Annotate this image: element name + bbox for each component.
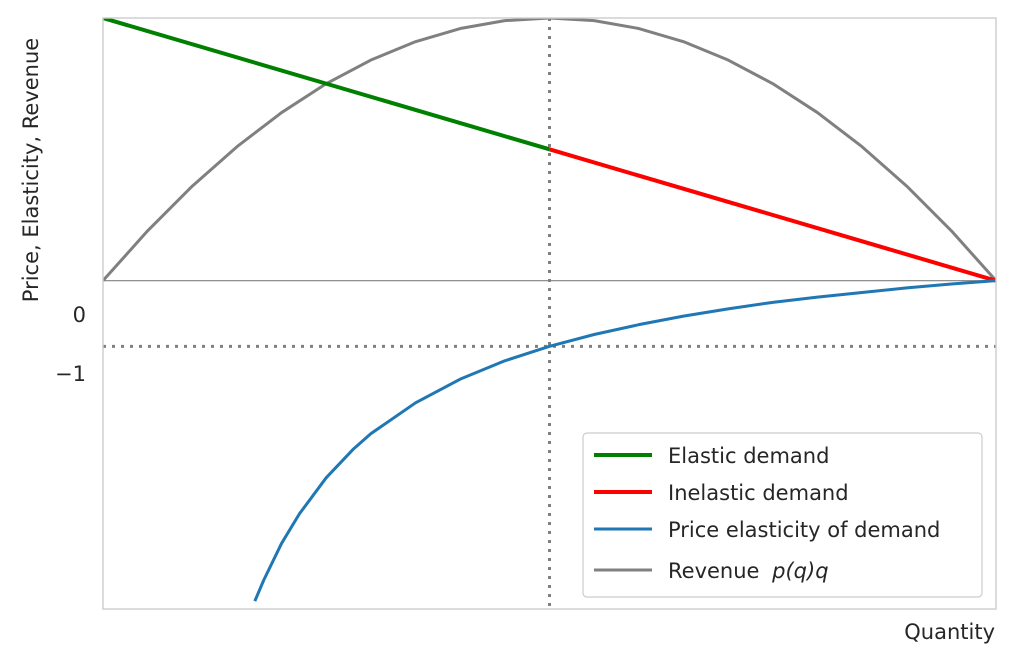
series-line-elastic [103, 18, 551, 152]
legend-frame [582, 432, 983, 598]
legend-label-revenue-math: p(q)q [771, 559, 828, 583]
y-axis-label: Price, Elasticity, Revenue [19, 38, 43, 302]
legend-label-inelastic: Inelastic demand [668, 481, 849, 505]
legend-label-revenue: Revenue p(q)q [668, 559, 829, 583]
legend-label-elastic: Elastic demand [668, 444, 829, 468]
legend: Elastic demand Inelastic demand Price el… [582, 432, 983, 598]
series-line-revenue [103, 18, 996, 282]
x-axis-label: Quantity [904, 620, 995, 644]
plot-frame [102, 17, 997, 610]
series-line-inelastic [548, 147, 996, 283]
legend-label-revenue-text: Revenue [668, 559, 759, 583]
y-tick-label-0: 0 [73, 303, 86, 327]
series-line-elasticity [253, 279, 996, 602]
legend-label-elasticity: Price elasticity of demand [668, 518, 940, 542]
y-tick-label-minus-1: −1 [55, 362, 86, 386]
plot-area [102, 17, 997, 610]
